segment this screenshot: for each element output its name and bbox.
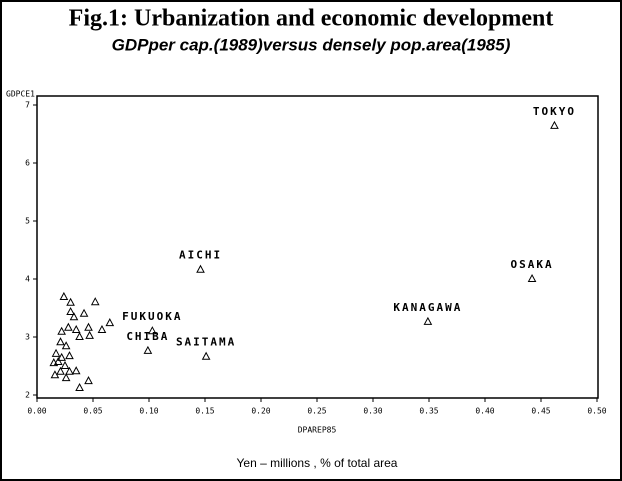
x-tick-label: 0.05 xyxy=(83,407,102,416)
point xyxy=(423,316,433,325)
point xyxy=(85,330,94,339)
x-tick-label: 0.45 xyxy=(531,407,550,416)
x-tick-label: 0.20 xyxy=(251,407,270,416)
x-axis-label: DPAREP85 xyxy=(298,426,337,435)
point-label: TOKYO xyxy=(533,105,576,118)
point xyxy=(143,345,153,354)
plot-frame xyxy=(36,95,599,399)
point xyxy=(105,318,115,327)
point xyxy=(69,312,79,321)
point xyxy=(75,331,84,340)
point xyxy=(57,326,66,335)
x-tick-label: 0.30 xyxy=(363,407,382,416)
point xyxy=(527,273,537,282)
point xyxy=(49,358,59,367)
x-tick-label: 0.15 xyxy=(195,407,214,416)
point-label: FUKUOKA xyxy=(122,310,182,323)
point xyxy=(64,322,73,331)
x-tick-label: 0.40 xyxy=(475,407,494,416)
point xyxy=(66,307,75,316)
y-axis-label: GDPCE1 xyxy=(6,90,35,99)
x-tick-label: 0.00 xyxy=(27,407,46,416)
point xyxy=(65,351,74,360)
point xyxy=(51,348,61,357)
point xyxy=(75,382,84,392)
point xyxy=(148,326,157,335)
point xyxy=(84,376,93,385)
point xyxy=(61,373,71,382)
point xyxy=(84,322,93,331)
x-tick-label: 0.25 xyxy=(307,407,326,416)
caption: Yen – millions , % of total area xyxy=(237,456,398,470)
point xyxy=(201,351,211,360)
y-tick-label: 5 xyxy=(25,217,30,226)
point xyxy=(550,120,559,129)
point xyxy=(71,324,81,334)
point-label: OSAKA xyxy=(510,258,553,271)
point xyxy=(53,356,63,365)
point-label: KANAGAWA xyxy=(393,301,462,314)
point xyxy=(196,264,205,273)
point-label: AICHI xyxy=(179,249,222,262)
point xyxy=(56,366,65,375)
chart-subtitle: GDPper cap.(1989)versus densely pop.area… xyxy=(112,35,511,54)
x-tick-label: 0.50 xyxy=(587,407,606,416)
point xyxy=(56,337,65,346)
y-tick-label: 6 xyxy=(25,159,30,168)
point xyxy=(57,352,66,361)
point xyxy=(61,341,71,350)
y-tick-label: 4 xyxy=(25,275,30,284)
point xyxy=(79,308,89,317)
chart-title: Fig.1: Urbanization and economic develop… xyxy=(69,6,554,32)
point xyxy=(65,366,74,375)
y-tick-label: 7 xyxy=(25,101,30,110)
point-label: SAITAMA xyxy=(176,336,236,349)
y-tick-label: 2 xyxy=(25,391,30,400)
point xyxy=(59,291,69,300)
x-tick-label: 0.35 xyxy=(419,407,438,416)
point xyxy=(50,370,60,379)
point xyxy=(90,297,100,306)
point xyxy=(71,366,81,375)
point xyxy=(66,297,75,306)
y-tick-label: 3 xyxy=(25,333,30,342)
point xyxy=(60,360,70,369)
x-tick-label: 0.10 xyxy=(139,407,158,416)
point-label: CHIBA xyxy=(126,330,169,343)
point xyxy=(97,324,107,334)
